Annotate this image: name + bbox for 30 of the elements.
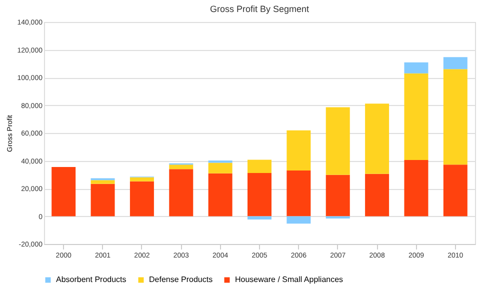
bar — [404, 73, 428, 160]
legend-label: Houseware / Small Appliances — [235, 275, 344, 284]
bar — [286, 170, 311, 216]
bar — [248, 172, 272, 216]
bar — [365, 174, 390, 216]
bar — [326, 174, 350, 216]
bar — [248, 160, 272, 173]
legend-label: Absorbent Products — [56, 275, 126, 284]
bar — [404, 62, 428, 74]
bar — [404, 160, 428, 216]
bar — [90, 184, 115, 216]
bar — [90, 180, 115, 184]
bar — [169, 164, 194, 170]
bar — [130, 177, 154, 182]
legend-label: Defense Products — [149, 275, 213, 284]
bar — [208, 173, 232, 216]
bar — [286, 130, 311, 170]
bar — [443, 164, 468, 216]
bar — [130, 181, 154, 216]
bar — [443, 57, 468, 70]
bar — [443, 69, 468, 165]
bar — [208, 162, 232, 174]
bar — [326, 107, 350, 175]
bar — [286, 216, 311, 224]
bar — [52, 166, 76, 216]
bar — [169, 169, 194, 216]
bar — [208, 160, 232, 163]
chart-title: Gross Profit By Segment — [210, 4, 310, 14]
bar — [248, 216, 272, 220]
bar — [365, 104, 390, 174]
